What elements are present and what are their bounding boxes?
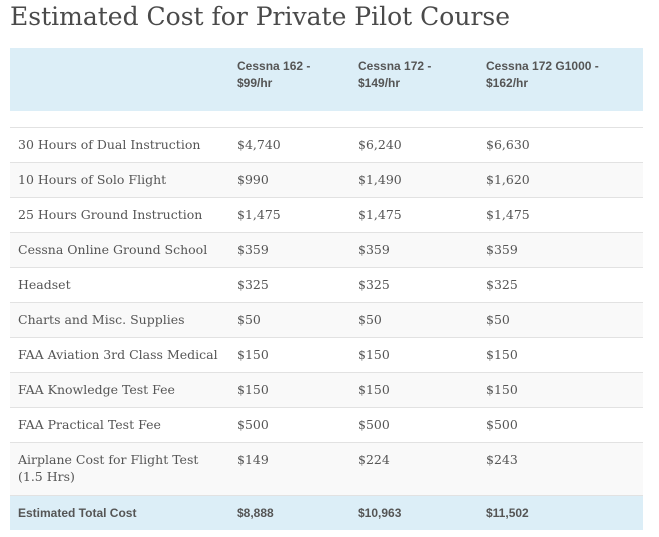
row-item: Cessna Online Ground School	[10, 232, 229, 268]
table-row: FAA Knowledge Test Fee $150 $150 $150	[10, 372, 643, 408]
row-cost-172: $1,475	[350, 197, 478, 233]
header-cell-cessna-162: Cessna 162 - $99/hr	[229, 48, 350, 111]
row-cost-172-g1000: $1,620	[478, 162, 643, 198]
total-label: Estimated Total Cost	[10, 495, 229, 530]
total-cost-172-g1000: $11,502	[478, 495, 643, 530]
row-item: FAA Knowledge Test Fee	[10, 372, 229, 408]
table-header-row: Cessna 162 - $99/hr Cessna 172 - $149/hr…	[10, 48, 643, 111]
table-spacer-row	[10, 111, 643, 128]
row-cost-162: $50	[229, 302, 350, 338]
row-cost-172: $500	[350, 407, 478, 443]
table-row: Charts and Misc. Supplies $50 $50 $50	[10, 302, 643, 338]
row-cost-172-g1000: $243	[478, 442, 643, 496]
row-cost-162: $990	[229, 162, 350, 198]
total-cost-172: $10,963	[350, 495, 478, 530]
row-cost-172: $150	[350, 372, 478, 408]
row-cost-172: $6,240	[350, 127, 478, 163]
row-cost-172-g1000: $150	[478, 372, 643, 408]
table-row: Cessna Online Ground School $359 $359 $3…	[10, 232, 643, 268]
table-total-row: Estimated Total Cost $8,888 $10,963 $11,…	[10, 495, 643, 530]
row-cost-172-g1000: $359	[478, 232, 643, 268]
row-cost-172: $1,490	[350, 162, 478, 198]
total-cost-162: $8,888	[229, 495, 350, 530]
row-item: 10 Hours of Solo Flight	[10, 162, 229, 198]
row-cost-172: $325	[350, 267, 478, 303]
table-row: Airplane Cost for Flight Test (1.5 Hrs) …	[10, 442, 643, 496]
row-cost-172-g1000: $325	[478, 267, 643, 303]
table-row: 30 Hours of Dual Instruction $4,740 $6,2…	[10, 127, 643, 163]
table-row: FAA Practical Test Fee $500 $500 $500	[10, 407, 643, 443]
row-item: Charts and Misc. Supplies	[10, 302, 229, 338]
row-cost-162: $149	[229, 442, 350, 496]
row-cost-162: $1,475	[229, 197, 350, 233]
table-row: 10 Hours of Solo Flight $990 $1,490 $1,6…	[10, 162, 643, 198]
table-row: 25 Hours Ground Instruction $1,475 $1,47…	[10, 197, 643, 233]
row-cost-172: $50	[350, 302, 478, 338]
header-cell-item	[10, 48, 229, 111]
row-item: FAA Practical Test Fee	[10, 407, 229, 443]
header-cell-cessna-172-g1000: Cessna 172 G1000 - $162/hr	[478, 48, 643, 111]
row-cost-162: $4,740	[229, 127, 350, 163]
row-item: 30 Hours of Dual Instruction	[10, 127, 229, 163]
row-cost-162: $150	[229, 337, 350, 373]
cost-table: Cessna 162 - $99/hr Cessna 172 - $149/hr…	[10, 48, 643, 530]
row-cost-172-g1000: $6,630	[478, 127, 643, 163]
row-cost-162: $359	[229, 232, 350, 268]
row-cost-172: $224	[350, 442, 478, 496]
row-cost-172-g1000: $50	[478, 302, 643, 338]
row-cost-172-g1000: $500	[478, 407, 643, 443]
page-title: Estimated Cost for Private Pilot Course	[10, 2, 511, 31]
row-cost-162: $500	[229, 407, 350, 443]
row-cost-172-g1000: $1,475	[478, 197, 643, 233]
row-cost-172: $150	[350, 337, 478, 373]
table-row: Headset $325 $325 $325	[10, 267, 643, 303]
row-cost-162: $150	[229, 372, 350, 408]
row-item: FAA Aviation 3rd Class Medical	[10, 337, 229, 373]
table-row: FAA Aviation 3rd Class Medical $150 $150…	[10, 337, 643, 373]
row-cost-172-g1000: $150	[478, 337, 643, 373]
row-item: Airplane Cost for Flight Test (1.5 Hrs)	[10, 442, 229, 496]
row-item: Headset	[10, 267, 229, 303]
header-cell-cessna-172: Cessna 172 - $149/hr	[350, 48, 478, 111]
row-cost-172: $359	[350, 232, 478, 268]
row-cost-162: $325	[229, 267, 350, 303]
row-item: 25 Hours Ground Instruction	[10, 197, 229, 233]
